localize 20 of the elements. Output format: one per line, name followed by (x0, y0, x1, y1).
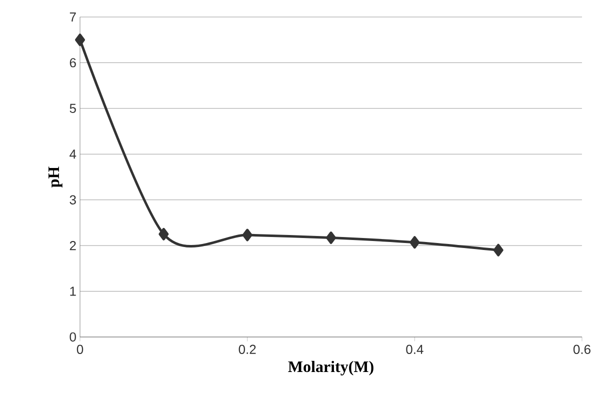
y-tick-label: 4 (70, 150, 76, 159)
y-tick-label: 3 (70, 195, 76, 204)
x-tick-label: 0.4 (406, 344, 424, 354)
x-tick-label: 0 (76, 344, 84, 354)
point (410, 236, 420, 249)
y-tick-label: 1 (70, 286, 76, 296)
y-tick-label: 2 (70, 241, 76, 250)
y-tick-label: 6 (70, 58, 76, 68)
point (75, 34, 86, 46)
point (326, 232, 336, 244)
point (242, 228, 252, 242)
y-axis-title: pH (48, 166, 62, 188)
y-tick-label: 0 (70, 332, 76, 342)
x-tick-label: 0.2 (238, 344, 256, 354)
point (158, 228, 169, 240)
x-tick-label: 0.6 (573, 344, 590, 354)
point (493, 244, 504, 256)
x-axis-title: Molarity(M) (288, 360, 374, 376)
y-tick-label: 7 (70, 12, 76, 22)
y-tick-label: 5 (70, 104, 76, 113)
